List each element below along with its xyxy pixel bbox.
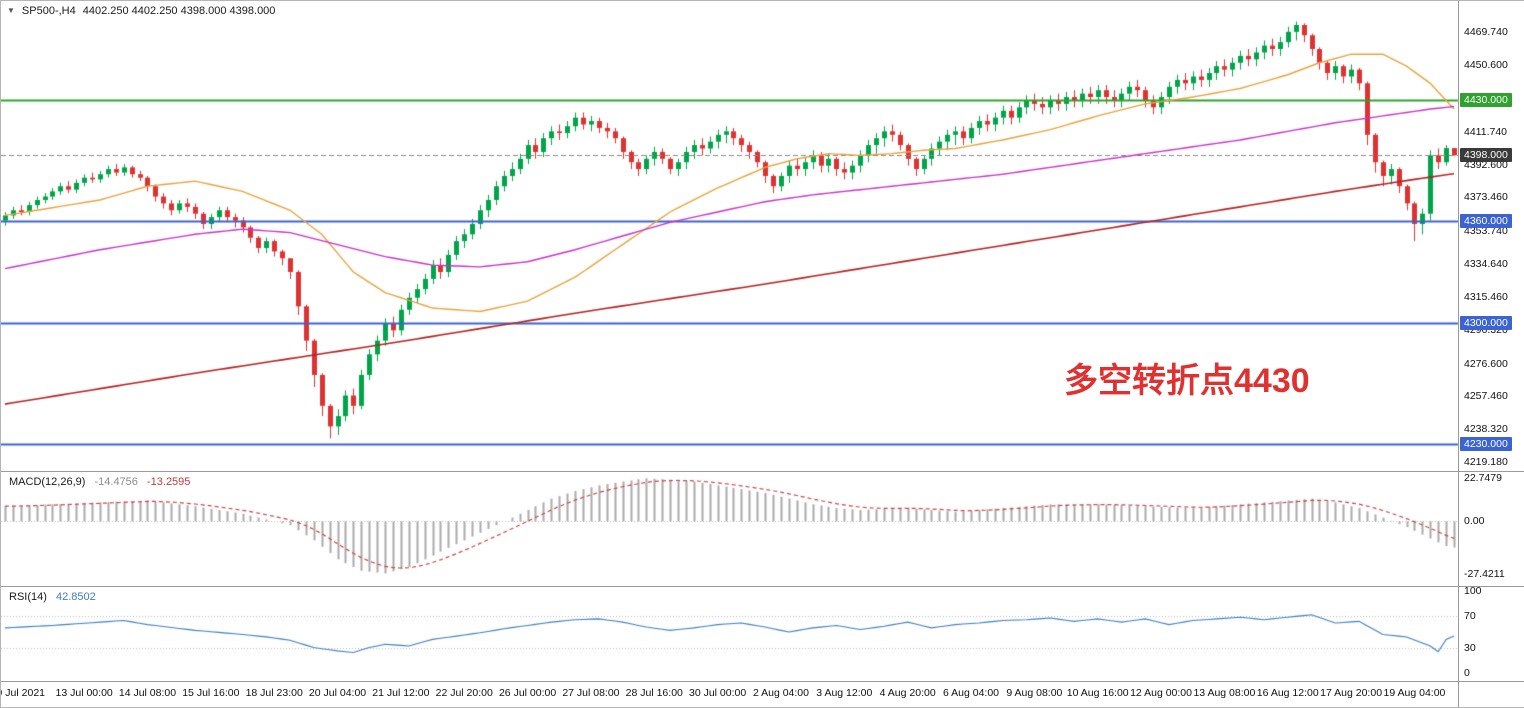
- rsi-indicator-label: RSI(14) 42.8502: [9, 591, 96, 603]
- time-tick-label: 4 Aug 20:00: [879, 687, 936, 699]
- macd-scale-label: -27.4211: [1464, 567, 1505, 580]
- macd-indicator-label: MACD(12,26,9) -14.4756 -13.2595: [9, 476, 190, 488]
- time-tick-label: 13 Aug 08:00: [1193, 687, 1256, 699]
- chart-dropdown-icon[interactable]: ▼: [7, 6, 15, 15]
- macd-panel-divider[interactable]: [1, 471, 1524, 472]
- price-tick-label: 4353.740: [1464, 225, 1508, 238]
- price-tick-label: 4219.180: [1464, 456, 1508, 469]
- ohlc-values: 4402.250 4402.250 4398.000 4398.000: [82, 5, 276, 17]
- time-tick-label: 13 Jul 00:00: [55, 687, 113, 699]
- time-tick-label: 21 Jul 12:00: [372, 687, 430, 699]
- rsi-scale-label: 30: [1464, 642, 1476, 655]
- price-tick-label: 4276.600: [1464, 357, 1508, 370]
- time-tick-label: 3 Aug 12:00: [816, 687, 873, 699]
- time-tick-label: 28 Jul 16:00: [625, 687, 683, 699]
- time-tick-label: 26 Jul 00:00: [498, 687, 557, 699]
- time-tick-label: 2 Aug 04:00: [752, 687, 809, 699]
- time-tick-label: 9 Aug 08:00: [1006, 687, 1063, 699]
- price-axis[interactable]: 4469.740 4450.600 4411.740 4392.600 4373.460…: [1459, 1, 1524, 681]
- time-tick-label: 17 Aug 20:00: [1320, 687, 1383, 699]
- price-tick-label: 4469.740: [1464, 26, 1508, 39]
- macd-main-value: -14.4756: [94, 476, 138, 488]
- rsi-scale-label: 100: [1464, 585, 1482, 597]
- price-tick-label: 4257.460: [1464, 390, 1508, 403]
- price-tick-label: 4373.460: [1464, 191, 1508, 204]
- time-tick-label: 19 Aug 04:00: [1383, 687, 1446, 699]
- macd-name: MACD(12,26,9): [9, 476, 86, 488]
- time-tick-label: 10 Aug 16:00: [1066, 687, 1129, 699]
- symbol-info-line: ▼ SP500-,H4 4402.250 4402.250 4398.000 4…: [7, 5, 275, 17]
- rsi-name: RSI(14): [9, 591, 47, 603]
- time-tick-label: 18 Jul 23:00: [245, 687, 303, 699]
- price-level-badge: 4430.000: [1460, 93, 1512, 108]
- price-tick-label: 4315.460: [1464, 290, 1508, 303]
- time-axis[interactable]: 9 Jul 2021 13 Jul 00:00 14 Jul 08:00 15 Jul…: [1, 682, 1458, 707]
- time-tick-label: 12 Aug 00:00: [1130, 687, 1192, 699]
- macd-signal-value: -13.2595: [146, 476, 191, 488]
- time-tick-label: 30 Jul 00:00: [689, 687, 747, 699]
- price-level-badge: 4230.000: [1460, 436, 1512, 451]
- price-tick-label: 4411.740: [1464, 125, 1508, 138]
- time-tick-label: 20 Jul 04:00: [308, 687, 367, 699]
- rsi-scale-label: 70: [1464, 609, 1476, 622]
- macd-scale-label: 0.00: [1464, 515, 1485, 528]
- price-tick-label: 4238.320: [1464, 423, 1508, 436]
- time-tick-label: 6 Aug 04:00: [942, 687, 1000, 699]
- time-tick-label: 9 Jul 2021: [0, 687, 46, 699]
- macd-scale-label: 22.7479: [1464, 472, 1502, 485]
- price-level-badge: 4300.000: [1460, 316, 1512, 331]
- rsi-scale-label: 0: [1464, 667, 1470, 679]
- chart-annotation-text: 多空转折点4430: [1064, 362, 1310, 400]
- price-level-badge: 4398.000: [1460, 148, 1512, 163]
- rsi-panel-divider[interactable]: [1, 586, 1524, 587]
- price-level-badge: 4360.000: [1460, 213, 1512, 228]
- time-tick-label: 22 Jul 20:00: [435, 687, 493, 699]
- price-tick-label: 4334.640: [1464, 258, 1508, 271]
- time-tick-label: 15 Jul 16:00: [182, 687, 240, 699]
- price-axis-separator: [1458, 1, 1459, 707]
- time-tick-label: 14 Jul 08:00: [118, 687, 177, 699]
- time-axis-divider: [1, 681, 1524, 682]
- symbol-period-label: SP500-,H4: [21, 5, 76, 17]
- time-tick-label: 27 Jul 08:00: [562, 687, 620, 699]
- rsi-value: 42.8502: [55, 591, 96, 603]
- price-tick-label: 4450.600: [1464, 59, 1508, 72]
- time-tick-label: 16 Aug 12:00: [1256, 687, 1319, 699]
